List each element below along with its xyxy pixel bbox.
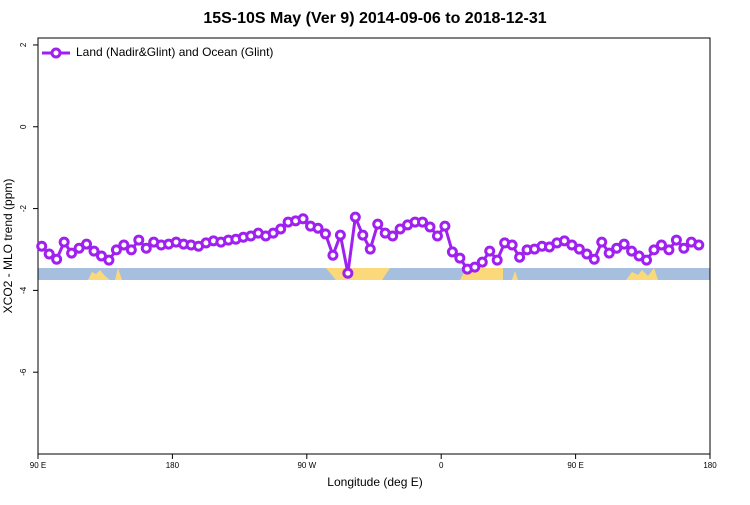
land bbox=[115, 268, 122, 280]
data-point bbox=[364, 243, 376, 255]
y-tick-label: -4 bbox=[19, 286, 28, 294]
data-point bbox=[663, 244, 675, 256]
data-point bbox=[133, 234, 145, 246]
data-point bbox=[58, 236, 70, 248]
data-point bbox=[103, 254, 115, 266]
data-point bbox=[618, 238, 630, 250]
data-point bbox=[349, 211, 361, 223]
x-tick-label: 180 bbox=[703, 461, 717, 470]
data-point bbox=[581, 248, 593, 260]
land bbox=[626, 268, 658, 280]
data-point bbox=[43, 248, 55, 260]
data-point bbox=[66, 247, 78, 259]
x-tick-label: 180 bbox=[166, 461, 180, 470]
data-point bbox=[357, 229, 369, 241]
data-point bbox=[342, 267, 354, 279]
data-point bbox=[588, 253, 600, 265]
land bbox=[88, 270, 110, 280]
data-point bbox=[387, 230, 399, 242]
data-point bbox=[140, 242, 152, 254]
data-point bbox=[319, 228, 331, 240]
data-point bbox=[506, 239, 518, 251]
y-axis-label: XCO2 - MLO trend (ppm) bbox=[1, 179, 15, 314]
chart-title: 15S-10S May (Ver 9) 2014-09-06 to 2018-1… bbox=[203, 10, 546, 27]
x-axis-label: Longitude (deg E) bbox=[327, 475, 422, 489]
data-point bbox=[648, 244, 660, 256]
data-point bbox=[51, 253, 63, 265]
land bbox=[326, 268, 390, 280]
data-point bbox=[118, 239, 130, 251]
data-point bbox=[372, 218, 384, 230]
data-point bbox=[678, 242, 690, 254]
legend-marker bbox=[50, 47, 62, 59]
data-point bbox=[454, 252, 466, 264]
x-tick-label: 90 W bbox=[297, 461, 316, 470]
x-tick-label: 90 E bbox=[567, 461, 583, 470]
data-point bbox=[312, 222, 324, 234]
y-tick-label: 0 bbox=[19, 124, 28, 129]
legend-label: Land (Nadir&Glint) and Ocean (Glint) bbox=[76, 45, 273, 59]
y-tick-label: -2 bbox=[19, 204, 28, 212]
data-point bbox=[297, 213, 309, 225]
data-point bbox=[469, 261, 481, 273]
data-point bbox=[439, 220, 451, 232]
data-point bbox=[81, 238, 93, 250]
data-point bbox=[573, 243, 585, 255]
x-tick-label: 90 E bbox=[30, 461, 46, 470]
y-tick-label: 2 bbox=[19, 42, 28, 47]
data-point bbox=[655, 239, 667, 251]
land bbox=[512, 271, 518, 280]
data-point bbox=[125, 244, 137, 256]
data-point bbox=[514, 251, 526, 263]
data-point bbox=[334, 229, 346, 241]
data-point bbox=[476, 256, 488, 268]
data-point bbox=[641, 254, 653, 266]
y-tick-label: -6 bbox=[19, 368, 28, 376]
data-point bbox=[603, 247, 615, 259]
data-point bbox=[431, 230, 443, 242]
data-point bbox=[417, 216, 429, 228]
data-point bbox=[275, 223, 287, 235]
data-point bbox=[484, 245, 496, 257]
data-point bbox=[36, 240, 48, 252]
data-point bbox=[491, 254, 503, 266]
data-point bbox=[693, 239, 705, 251]
data-point bbox=[327, 249, 339, 261]
data-point bbox=[424, 221, 436, 233]
data-point bbox=[670, 234, 682, 246]
data-point bbox=[446, 246, 458, 258]
data-point bbox=[626, 245, 638, 257]
map-strip bbox=[38, 268, 710, 280]
x-tick-label: 0 bbox=[439, 461, 444, 470]
data-point bbox=[596, 236, 608, 248]
legend: Land (Nadir&Glint) and Ocean (Glint) bbox=[42, 45, 273, 59]
data-point bbox=[88, 245, 100, 257]
data-point bbox=[110, 244, 122, 256]
